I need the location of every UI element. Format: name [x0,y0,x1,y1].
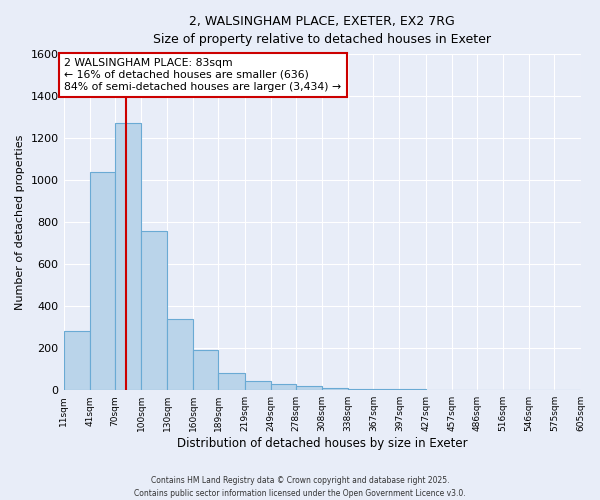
Bar [373,389,400,390]
X-axis label: Distribution of detached houses by size in Exeter: Distribution of detached houses by size … [177,437,467,450]
Bar [296,386,322,390]
Title: 2, WALSINGHAM PLACE, EXETER, EX2 7RG
Size of property relative to detached house: 2, WALSINGHAM PLACE, EXETER, EX2 7RG Siz… [153,15,491,46]
Bar [322,388,348,390]
Text: Contains HM Land Registry data © Crown copyright and database right 2025.
Contai: Contains HM Land Registry data © Crown c… [134,476,466,498]
Y-axis label: Number of detached properties: Number of detached properties [15,134,25,310]
Bar [115,124,141,390]
Bar [89,172,115,390]
Bar [193,350,218,390]
Text: 2 WALSINGHAM PLACE: 83sqm
← 16% of detached houses are smaller (636)
84% of semi: 2 WALSINGHAM PLACE: 83sqm ← 16% of detac… [64,58,341,92]
Bar [245,381,271,390]
Bar [348,389,373,390]
Bar [64,332,89,390]
Bar [167,319,193,390]
Bar [271,384,296,390]
Bar [218,374,245,390]
Bar [141,230,167,390]
Bar [400,389,425,390]
